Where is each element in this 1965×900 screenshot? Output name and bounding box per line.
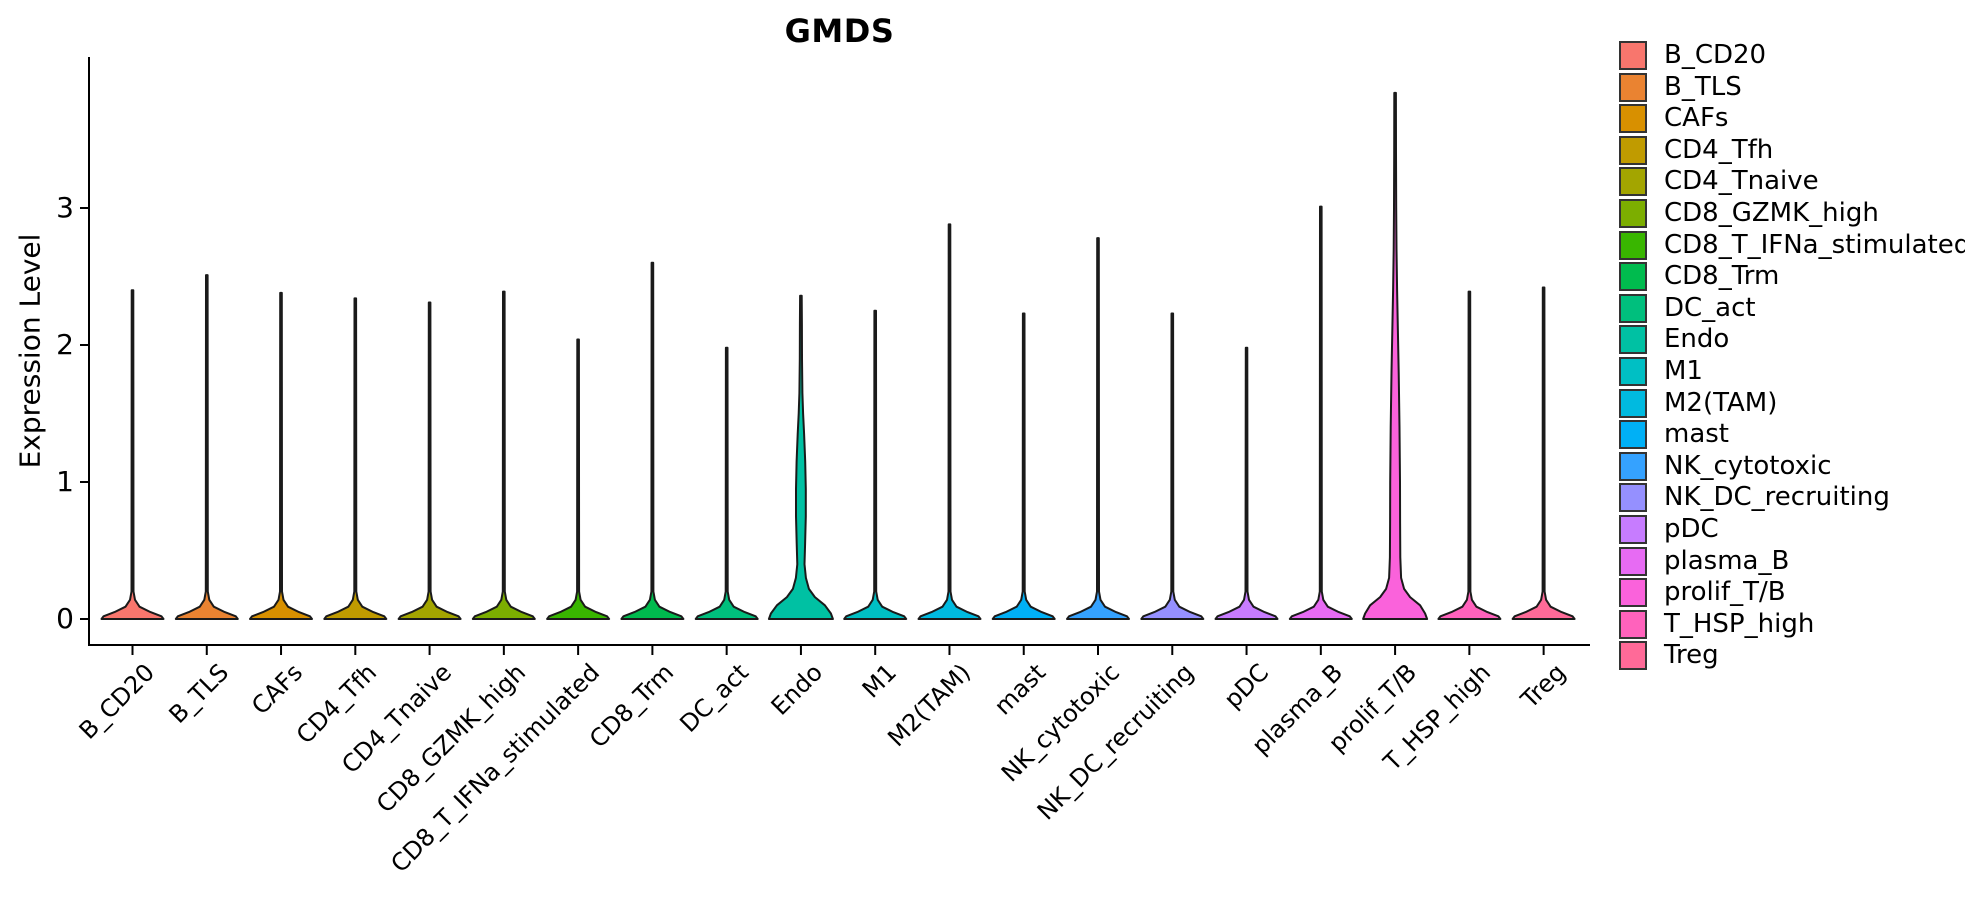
legend-swatch [1619, 167, 1647, 197]
legend-label: B_CD20 [1664, 40, 1767, 70]
violin-CD8_T_IFNa_stimulated [546, 338, 611, 620]
legend-swatch [1619, 514, 1647, 544]
violin-CD4_Tfh [323, 297, 388, 620]
legend-label: M1 [1664, 355, 1703, 386]
legend-label: NK_cytotoxic [1664, 450, 1832, 481]
legend-item-NK_DC_recruiting: NK_DC_recruiting [1619, 482, 1965, 513]
legend-label: plasma_B [1664, 545, 1790, 576]
legend-label: CD8_Trm [1664, 261, 1780, 292]
legend-label: CD4_Tfh [1664, 134, 1774, 165]
legend-label: CD8_T_IFNa_stimulated [1664, 229, 1965, 260]
legend-swatch [1619, 72, 1647, 102]
legend-swatch [1619, 198, 1647, 228]
legend-item-CD4_Tnaive: CD4_Tnaive [1619, 166, 1965, 197]
legend-item-B_CD20: B_CD20 [1619, 41, 1965, 70]
legend-swatch [1619, 578, 1647, 608]
legend-swatch [1619, 388, 1647, 418]
legend-item-DC_act: DC_act [1619, 292, 1965, 323]
legend-swatch [1619, 420, 1647, 450]
violin-B_TLS [174, 274, 239, 620]
y-tick-label: 1 [56, 465, 74, 498]
legend-item-prolif_T/B: prolif_T/B [1619, 577, 1965, 608]
legend-item-M2(TAM): M2(TAM) [1619, 387, 1965, 418]
legend-item-pDC: pDC [1619, 513, 1965, 544]
violin-NK_DC_recruiting [1140, 312, 1205, 620]
y-tick-label: 2 [56, 328, 74, 361]
legend-item-CD8_Trm: CD8_Trm [1619, 261, 1965, 292]
violin-M2(TAM) [917, 223, 982, 620]
legend-item-T_HSP_high: T_HSP_high [1619, 608, 1965, 639]
legend-label: DC_act [1664, 292, 1756, 323]
legend-label: mast [1664, 419, 1729, 450]
chart-title: GMDS [784, 12, 895, 50]
legend-swatch [1619, 451, 1647, 481]
legend-swatch [1619, 356, 1647, 386]
violin-DC_act [694, 346, 759, 620]
legend-label: B_TLS [1664, 71, 1742, 102]
legend: B_CD20 B_TLS CAFs CD4_Tfh CD4_Tnaive CD8_GZMK… [1619, 41, 1965, 671]
legend-swatch [1619, 609, 1647, 639]
y-tick-label: 3 [56, 191, 74, 224]
legend-label: CAFs [1664, 103, 1729, 134]
legend-swatch [1619, 293, 1647, 323]
legend-label: NK_DC_recruiting [1664, 482, 1890, 513]
legend-item-Endo: Endo [1619, 324, 1965, 355]
legend-item-mast: mast [1619, 419, 1965, 450]
legend-swatch [1619, 41, 1647, 70]
legend-label: M2(TAM) [1664, 387, 1778, 418]
legend-item-B_TLS: B_TLS [1619, 71, 1965, 102]
legend-swatch [1619, 641, 1647, 671]
legend-item-CD4_Tfh: CD4_Tfh [1619, 134, 1965, 165]
y-tick-label: 0 [56, 602, 74, 635]
legend-item-NK_cytotoxic: NK_cytotoxic [1619, 450, 1965, 481]
violin-Endo [767, 294, 834, 620]
violin-pDC [1214, 346, 1279, 620]
violin-plasma_B [1288, 205, 1353, 620]
legend-item-M1: M1 [1619, 355, 1965, 386]
violin-CAFs [249, 291, 313, 620]
legend-item-CAFs: CAFs [1619, 103, 1965, 134]
legend-label: prolif_T/B [1664, 577, 1786, 608]
legend-label: CD8_GZMK_high [1664, 197, 1879, 228]
violin-NK_cytotoxic [1066, 237, 1130, 620]
legend-label: T_HSP_high [1664, 608, 1815, 639]
legend-item-CD8_GZMK_high: CD8_GZMK_high [1619, 197, 1965, 228]
legend-label: Treg [1664, 640, 1719, 671]
legend-swatch [1619, 483, 1647, 513]
violin-prolif_T/B [1362, 91, 1429, 620]
violin-CD8_GZMK_high [471, 290, 536, 620]
violin-mast [991, 312, 1056, 620]
violin-B_CD20 [100, 289, 165, 620]
legend-swatch [1619, 135, 1647, 165]
legend-swatch [1619, 230, 1647, 260]
legend-swatch [1619, 325, 1647, 355]
legend-item-plasma_B: plasma_B [1619, 545, 1965, 576]
legend-label: pDC [1664, 513, 1719, 544]
violin-Treg [1511, 286, 1576, 620]
legend-item-CD8_T_IFNa_stimulated: CD8_T_IFNa_stimulated [1619, 229, 1965, 260]
violin-T_HSP_high [1437, 290, 1502, 620]
violin-M1 [843, 309, 908, 620]
legend-swatch [1619, 546, 1647, 576]
violin-CD8_Trm [620, 261, 685, 620]
legend-swatch [1619, 262, 1647, 292]
legend-label: CD4_Tnaive [1664, 166, 1819, 197]
violin-CD4_Tnaive [397, 301, 462, 620]
legend-item-Treg: Treg [1619, 640, 1965, 671]
legend-label: Endo [1664, 324, 1730, 355]
legend-swatch [1619, 104, 1647, 134]
